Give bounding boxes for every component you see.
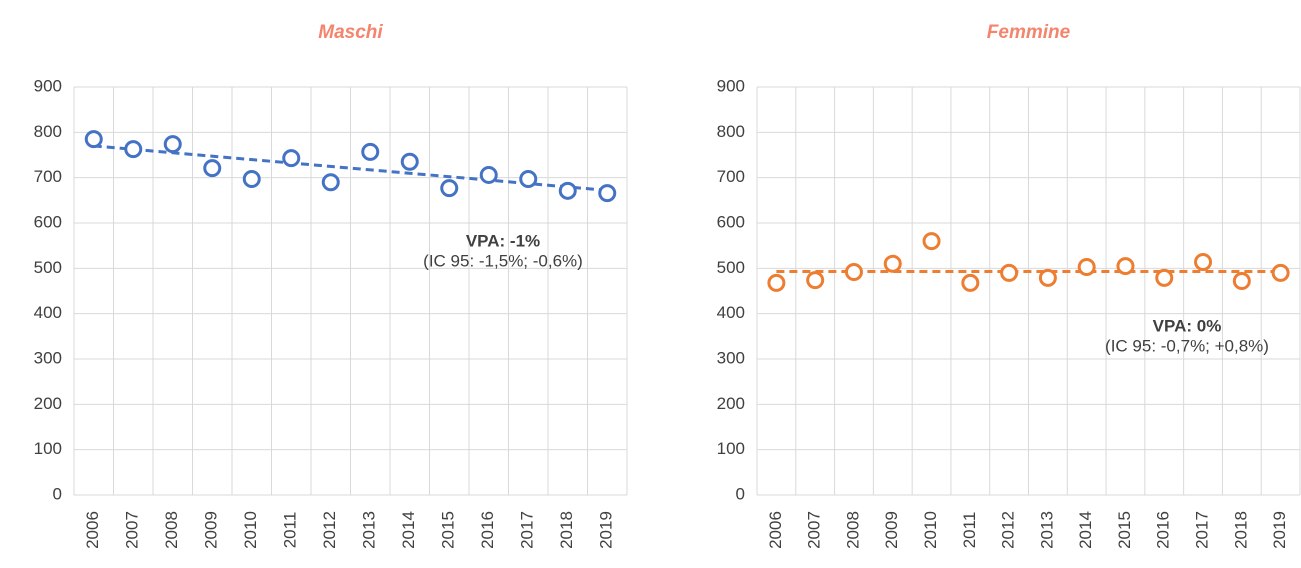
y-tick-label: 300 [34, 348, 62, 367]
x-tick-label: 2006 [83, 511, 102, 549]
marker [519, 170, 538, 189]
x-tick-label: 2014 [1076, 511, 1095, 549]
x-tick-label: 2006 [766, 511, 785, 549]
marker [479, 165, 498, 184]
chart-title: Maschi [318, 22, 383, 43]
y-tick-label: 600 [717, 212, 745, 231]
x-tick-label: 2018 [1231, 511, 1250, 549]
x-tick-label: 2010 [921, 511, 940, 549]
marker [1077, 257, 1096, 276]
x-tick-label: 2007 [805, 511, 824, 549]
y-tick-label: 400 [34, 303, 62, 322]
marker [361, 142, 380, 161]
marker [440, 179, 459, 198]
marker [806, 271, 825, 290]
x-tick-label: 2015 [1115, 511, 1134, 549]
x-tick-label: 2009 [202, 511, 221, 549]
y-tick-label: 800 [34, 122, 62, 141]
marker [203, 159, 222, 178]
x-tick-label: 2016 [478, 511, 497, 549]
x-tick-label: 2017 [518, 511, 537, 549]
x-tick-label: 2008 [843, 511, 862, 549]
y-tick-label: 500 [34, 258, 62, 277]
annotation: (IC 95: -0,7%; +0,8%) [1105, 336, 1269, 355]
x-tick-label: 2015 [439, 511, 458, 549]
y-tick-label: 100 [34, 439, 62, 458]
y-tick-label: 800 [717, 122, 745, 141]
marker [84, 130, 103, 149]
y-tick-label: 900 [717, 76, 745, 95]
marker [1155, 268, 1174, 287]
x-tick-label: 2019 [597, 511, 616, 549]
marker [1038, 268, 1057, 287]
marker [961, 273, 980, 292]
y-tick-label: 700 [717, 167, 745, 186]
y-tick-label: 200 [717, 394, 745, 413]
x-tick-label: 2017 [1193, 511, 1212, 549]
marker [1000, 263, 1019, 282]
x-tick-label: 2013 [360, 511, 379, 549]
x-tick-label: 2007 [123, 511, 142, 549]
x-tick-label: 2012 [320, 511, 339, 549]
marker [282, 149, 301, 168]
y-tick-label: 300 [717, 348, 745, 367]
y-tick-label: 100 [717, 439, 745, 458]
marker [124, 140, 143, 159]
y-tick-label: 900 [34, 76, 62, 95]
marker [844, 262, 863, 281]
x-tick-label: 2012 [999, 511, 1018, 549]
marker [883, 254, 902, 273]
y-tick-label: 700 [34, 167, 62, 186]
y-tick-label: 400 [717, 303, 745, 322]
x-tick-label: 2013 [1037, 511, 1056, 549]
marker [1194, 252, 1213, 271]
x-tick-label: 2010 [241, 511, 260, 549]
x-tick-label: 2018 [557, 511, 576, 549]
y-tick-label: 0 [53, 484, 62, 503]
marker [1232, 272, 1251, 291]
x-tick-label: 2008 [162, 511, 181, 549]
y-tick-label: 500 [717, 258, 745, 277]
y-tick-label: 200 [34, 394, 62, 413]
annotation: VPA: 0% [1153, 316, 1222, 335]
marker [321, 173, 340, 192]
marker [767, 273, 786, 292]
marker [242, 170, 261, 189]
chart-title: Femmine [987, 22, 1071, 43]
x-tick-label: 2011 [960, 512, 979, 549]
y-tick-label: 600 [34, 212, 62, 231]
annotation: (IC 95: -1,5%; -0,6%) [423, 251, 583, 270]
marker [400, 152, 419, 171]
marker [1271, 263, 1290, 282]
marker [598, 184, 617, 203]
x-tick-label: 2014 [399, 511, 418, 549]
marker [558, 181, 577, 200]
marker [1116, 257, 1135, 276]
x-tick-label: 2009 [882, 511, 901, 549]
annotation: VPA: -1% [466, 231, 540, 250]
y-tick-label: 0 [736, 484, 745, 503]
marker [163, 135, 182, 154]
x-tick-label: 2019 [1270, 511, 1289, 549]
x-tick-label: 2016 [1154, 511, 1173, 549]
marker [922, 232, 941, 251]
x-tick-label: 2011 [281, 512, 300, 549]
